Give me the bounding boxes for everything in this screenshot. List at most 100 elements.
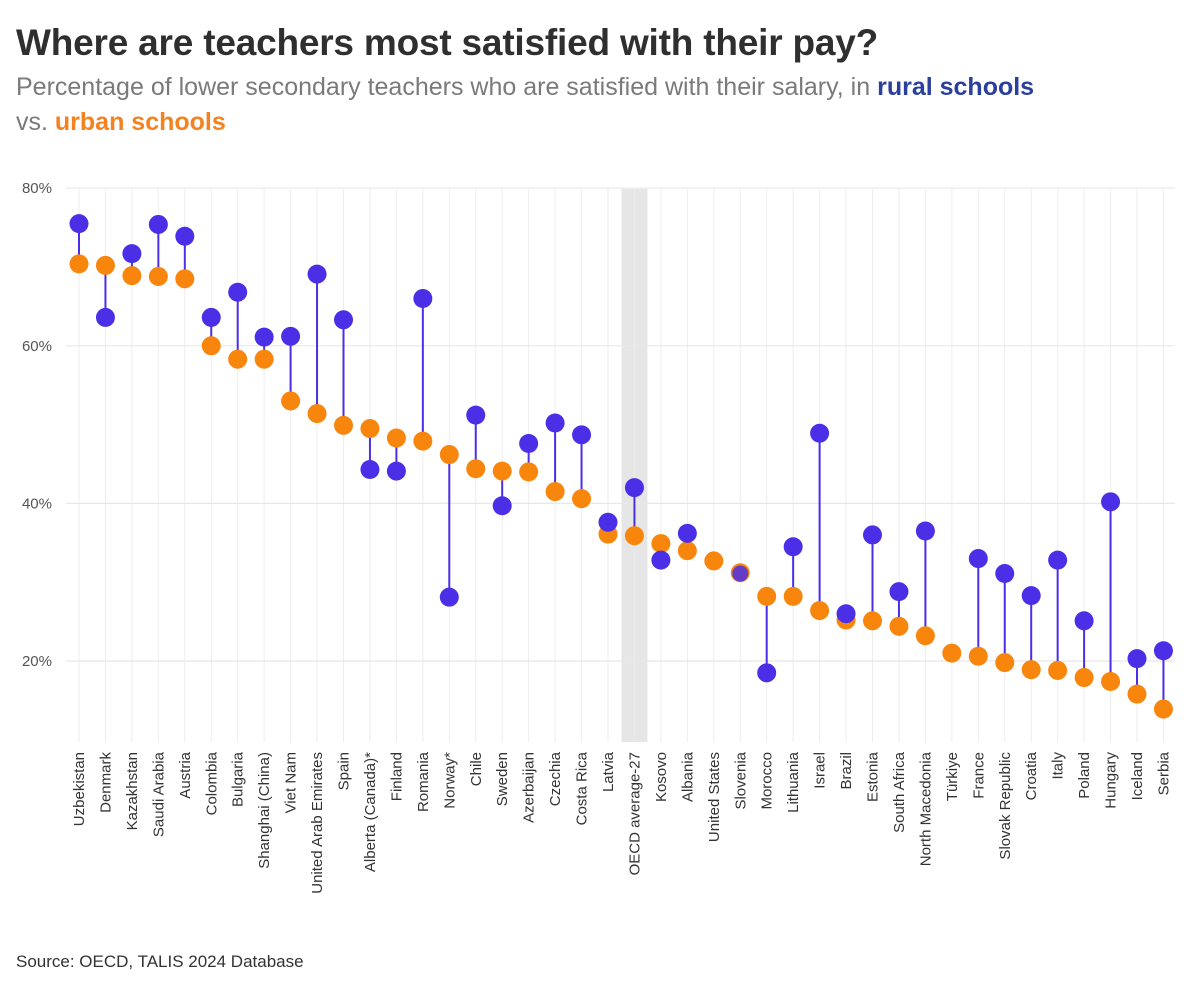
rural-point — [386, 461, 406, 481]
urban-point — [545, 482, 565, 502]
urban-point — [413, 431, 433, 451]
category-label: Czechia — [547, 751, 564, 806]
category-label: Latvia — [600, 751, 617, 792]
rural-point — [677, 523, 697, 543]
chart-subtitle: Percentage of lower secondary teachers w… — [16, 70, 1186, 140]
category-label: Azerbaijan — [521, 752, 538, 823]
urban-point — [889, 616, 909, 636]
urban-point — [334, 415, 353, 435]
chart-title: Where are teachers most satisfied with t… — [16, 22, 879, 63]
urban-point — [942, 643, 962, 663]
category-label: Serbia — [1155, 751, 1172, 795]
urban-point — [1101, 671, 1121, 691]
urban-point — [386, 428, 406, 448]
category-label: Sweden — [494, 752, 511, 806]
rural-point — [836, 604, 856, 624]
category-label: Iceland — [1129, 752, 1146, 800]
rural-point — [439, 587, 459, 607]
urban-point — [228, 349, 248, 369]
rural-point — [598, 512, 618, 532]
category-label: Hungary — [1103, 752, 1120, 809]
rural-point — [175, 226, 195, 246]
urban-point — [704, 551, 724, 571]
urban-point — [1021, 660, 1041, 680]
urban-point — [995, 653, 1015, 673]
urban-point — [757, 586, 777, 606]
urban-point — [810, 601, 830, 621]
rural-point — [334, 310, 353, 330]
rural-point — [624, 478, 644, 498]
rural-point — [545, 413, 565, 433]
urban-point — [783, 586, 803, 606]
rural-point — [201, 307, 221, 327]
urban-point — [360, 419, 380, 439]
category-label: Kosovo — [653, 752, 670, 802]
category-label: Albania — [679, 751, 696, 802]
urban-point — [439, 445, 459, 465]
category-label: Chile — [468, 752, 485, 786]
urban-point — [863, 611, 882, 631]
urban-point — [968, 646, 988, 666]
urban-point — [1048, 660, 1068, 680]
rural-point — [466, 405, 486, 425]
rural-point — [1153, 641, 1173, 661]
category-label: OECD average-27 — [626, 752, 643, 875]
category-label: Lithuania — [785, 751, 802, 813]
rural-point — [228, 282, 248, 302]
category-label: Estonia — [865, 751, 882, 802]
urban-point — [466, 459, 486, 479]
legend-urban-label: urban schools — [54, 108, 226, 136]
urban-point — [492, 461, 512, 481]
category-label: Slovenia — [732, 751, 749, 809]
category-label: Kazakhstan — [124, 752, 141, 830]
rural-point — [889, 582, 909, 602]
urban-point — [69, 254, 89, 274]
rural-point — [254, 327, 274, 347]
urban-point — [915, 626, 935, 646]
urban-point — [519, 462, 539, 482]
category-label: France — [970, 752, 987, 799]
rural-point — [572, 425, 592, 445]
rural-point — [1127, 649, 1147, 669]
rural-point — [1021, 586, 1041, 606]
rural-point — [122, 244, 142, 264]
rural-point — [69, 214, 89, 234]
urban-point — [624, 526, 644, 546]
urban-point — [175, 269, 195, 289]
rural-point — [732, 565, 749, 582]
subtitle-text: Percentage of lower secondary teachers w… — [16, 73, 871, 101]
category-label: Slovak Republic — [997, 752, 1014, 860]
y-tick-label: 40% — [22, 495, 52, 512]
category-label: Alberta (Canada)* — [362, 752, 379, 872]
rural-point — [519, 434, 539, 454]
urban-point — [677, 541, 697, 561]
rural-point — [1101, 492, 1121, 512]
category-label: Austria — [177, 751, 194, 798]
rural-point — [863, 525, 882, 545]
y-tick-label: 20% — [22, 653, 52, 670]
category-label: Romania — [415, 751, 432, 812]
category-label: Finland — [388, 752, 405, 801]
rural-point — [307, 264, 327, 284]
y-tick-label: 80% — [22, 180, 52, 197]
category-label: United Arab Emirates — [309, 752, 326, 894]
category-label: South Africa — [891, 751, 908, 833]
rural-point — [915, 521, 935, 541]
category-label: Colombia — [203, 751, 220, 815]
category-label: Uzbekistan — [71, 752, 88, 826]
urban-point — [281, 391, 301, 411]
urban-point — [122, 266, 142, 286]
rural-point — [360, 460, 380, 480]
category-label: Shanghai (China) — [256, 752, 273, 869]
y-tick-label: 60% — [22, 338, 52, 355]
category-label: Croatia — [1023, 751, 1040, 800]
rural-point — [492, 496, 512, 516]
rural-point — [148, 214, 168, 234]
category-label: Viet Nam — [283, 752, 300, 813]
category-label: Italy — [1050, 752, 1067, 780]
urban-point — [651, 534, 671, 554]
urban-point — [95, 255, 115, 275]
category-label: Denmark — [97, 752, 114, 813]
category-label: Spain — [336, 752, 353, 790]
